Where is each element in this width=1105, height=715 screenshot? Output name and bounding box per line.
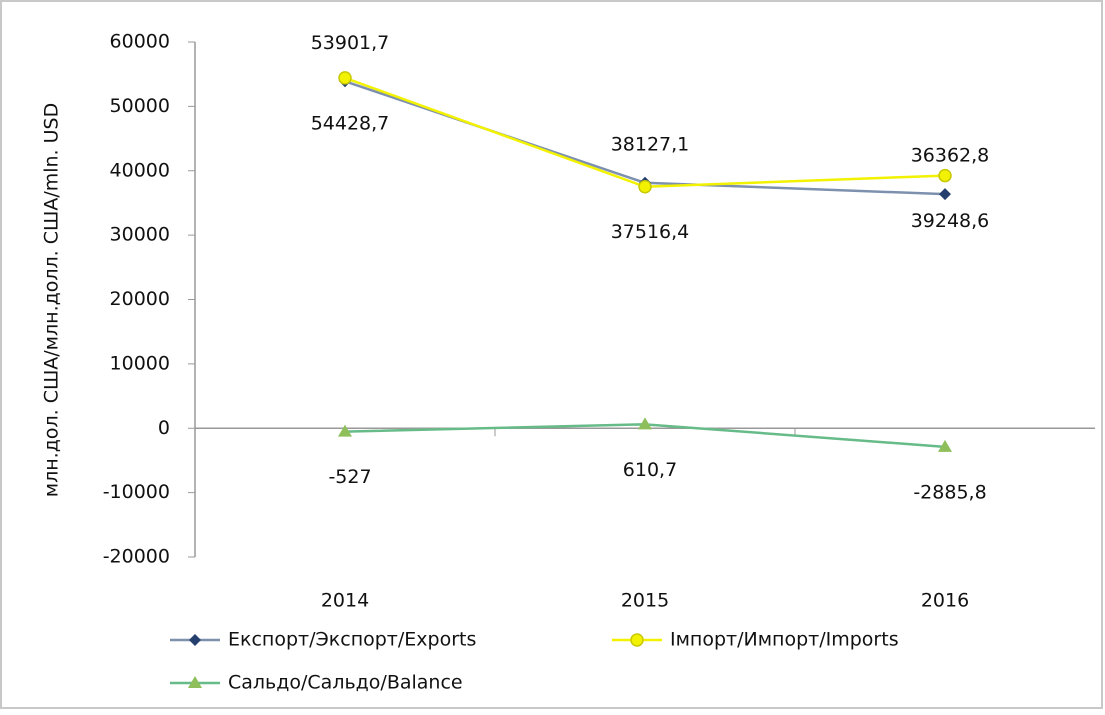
- data-point: [638, 417, 652, 430]
- y-tick-label: 10000: [110, 352, 170, 374]
- legend-marker: [630, 633, 644, 647]
- data-label: 37516,4: [611, 221, 690, 243]
- y-tick-label: 20000: [110, 288, 170, 310]
- data-point: [938, 168, 952, 183]
- legend-label: Експорт/Экспорт/Exports: [228, 629, 476, 651]
- x-tick-label: 2016: [921, 590, 969, 612]
- x-tick-label: 2015: [621, 590, 669, 612]
- y-tick-label: 50000: [110, 95, 170, 117]
- y-tick-label: 30000: [110, 224, 170, 246]
- data-label: 610,7: [623, 459, 677, 481]
- y-tick-label: 0: [158, 417, 170, 439]
- data-label: 39248,6: [911, 210, 990, 232]
- y-axis-label: млн.дол. США/млн.долл. США/mln. USD: [41, 103, 63, 497]
- data-label: 36362,8: [911, 145, 990, 167]
- y-tick-label: -10000: [103, 481, 170, 503]
- data-point: [638, 179, 652, 194]
- data-point: [338, 71, 352, 85]
- y-tick-label: 60000: [110, 31, 170, 53]
- data-label: 53901,7: [311, 32, 390, 54]
- data-point: [938, 439, 952, 452]
- data-label: -2885,8: [913, 481, 986, 503]
- y-tick-label: -20000: [103, 546, 170, 568]
- legend-label: Сальдо/Сальдо/Balance: [228, 672, 463, 694]
- data-label: 54428,7: [311, 112, 390, 134]
- data-point: [939, 188, 951, 201]
- data-point: [338, 424, 352, 437]
- data-label: -527: [328, 466, 371, 488]
- legend-marker: [189, 634, 201, 646]
- data-label: 38127,1: [611, 133, 690, 155]
- y-tick-label: 40000: [110, 159, 170, 181]
- legend-label: Імпорт/Импорт/Imports: [670, 629, 899, 651]
- legend-marker: [188, 676, 202, 688]
- x-tick-label: 2014: [321, 590, 369, 612]
